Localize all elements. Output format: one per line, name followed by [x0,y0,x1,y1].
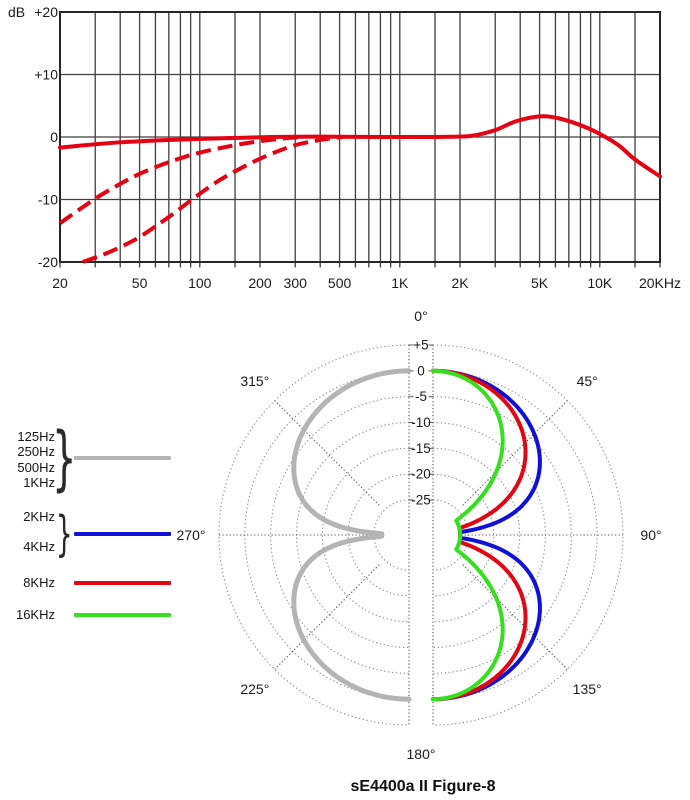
x-tick-label: 100 [188,275,212,291]
frequency-response-chart: dB +20 +10 0 -10 -20 20 50 100 200 300 500 1K 2K 5K 10K… [8,4,681,291]
legend-label: 4KHz [23,539,55,554]
radial-tick-label: 0 [417,363,425,378]
angle-label: 315° [240,373,269,389]
curve-bass-rolloff-steep [82,135,344,264]
polar-axis-diagonal [274,400,380,506]
y-tick-label: -20 [38,254,58,270]
legend-swatch-8KHz [74,581,171,585]
legend-label: 2KHz [23,509,55,524]
angle-label: 45° [577,373,598,389]
x-tick-label: 10K [587,275,613,291]
x-tick-label: 200 [248,275,272,291]
polar-axis-diagonal [462,564,568,670]
polar-ring-left [347,473,410,597]
angle-label: 135° [573,681,602,697]
x-tick-label: 300 [284,275,308,291]
polar-ring-left [270,396,410,674]
x-tick-label: 1K [391,275,409,291]
polar-ring-left [244,370,410,700]
radial-tick-label: -25 [411,493,431,508]
x-tick-label: 20 [52,275,68,291]
y-tick-label: -10 [38,192,58,208]
polar-curve-125Hz-1KHz [291,368,412,702]
legend-labels-8KHz: 8KHz [0,575,55,590]
polar-curve-16KHz [431,368,505,702]
legend-label: 250Hz [17,444,55,460]
legend-labels-125Hz-250Hz-500Hz-1KHz: 125Hz 250Hz 500Hz 1KHz [0,429,55,491]
polar-ring-right [432,370,598,700]
angle-label: 0° [414,308,427,324]
legend-label: 8KHz [23,575,55,590]
radial-tick-label: -5 [415,389,427,404]
angle-label: 270° [177,527,206,543]
polar-ring-right [432,499,469,571]
x-tick-label: 5K [531,275,549,291]
curve-on-axis-response [58,114,662,179]
x-tick-label: 2K [451,275,469,291]
legend-swatch-125Hz-250Hz-500Hz-1KHz [74,456,171,460]
x-tick-label: 500 [328,275,352,291]
y-tick-label: 0 [50,129,58,145]
polar-ring-right [432,473,495,597]
polar-axis-diagonal [274,564,380,670]
curve-bass-rolloff-moderate [58,135,304,225]
angle-label: 225° [240,681,269,697]
angle-label: 180° [407,746,436,762]
legend-labels-16KHz: 16KHz [0,607,55,622]
radial-tick-label: -15 [411,441,431,456]
polar-pattern-chart: +5 0 -5 -10 -15 -20 -25 0° 45° 90° 135° 180° 225° 270… [177,308,662,762]
radial-tick-label: +5 [413,337,428,352]
y-tick-label: +10 [34,67,58,83]
x-tick-label: 20KHz [639,275,681,291]
legend-swatch-16KHz [74,612,171,617]
legend-label: 500Hz [17,459,55,475]
polar-axis-diagonal [462,400,568,506]
legend-swatch-2KHz-4KHz [74,532,171,536]
y-axis-unit-label: dB [8,4,25,20]
legend-labels-2KHz-4KHz: 2KHz 4KHz [0,502,55,562]
legend-label: 16KHz [15,607,55,622]
legend-label: 1KHz [23,475,55,491]
chart-title: sE4400a II Figure-8 [350,778,496,795]
legend-brace: } [51,417,77,499]
radial-tick-label: -10 [411,415,431,430]
radial-tick-label: -20 [411,467,431,482]
legend-label: 125Hz [17,429,55,444]
legend-brace: } [55,506,73,562]
angle-label: 90° [640,527,661,543]
x-tick-label: 50 [132,275,148,291]
y-tick-label: +20 [34,4,58,20]
plot-border [59,11,661,263]
